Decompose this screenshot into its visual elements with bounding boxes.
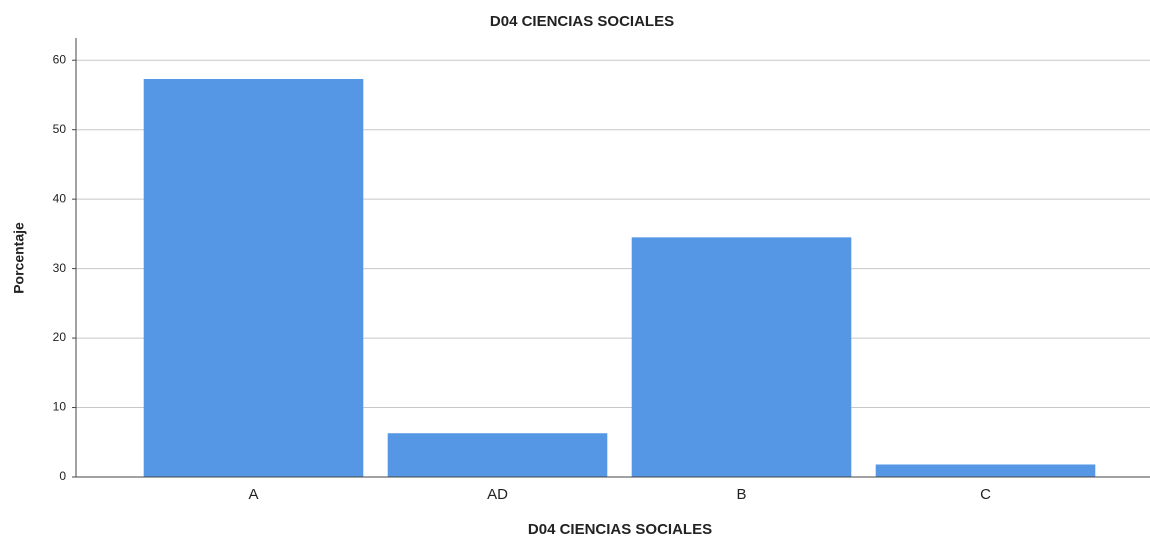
y-tick-label: 0 — [59, 469, 66, 483]
x-tick-label: A — [248, 486, 258, 503]
chart-title: D04 CIENCIAS SOCIALES — [490, 13, 674, 30]
y-tick-label: 20 — [53, 330, 67, 344]
y-axis-label: Porcentaje — [11, 222, 27, 294]
y-tick-label: 30 — [53, 261, 67, 275]
bar — [387, 433, 608, 477]
x-tick-label: C — [980, 486, 991, 503]
bar — [631, 237, 852, 477]
x-tick-label: AD — [487, 486, 508, 503]
bar — [875, 464, 1096, 477]
y-tick-label: 10 — [53, 400, 67, 414]
x-axis-label: D04 CIENCIAS SOCIALES — [528, 521, 712, 538]
bar — [143, 78, 364, 477]
y-tick-label: 60 — [53, 52, 67, 66]
y-tick-label: 50 — [53, 122, 67, 136]
y-tick-label: 40 — [53, 191, 67, 205]
x-tick-label: B — [736, 486, 746, 503]
